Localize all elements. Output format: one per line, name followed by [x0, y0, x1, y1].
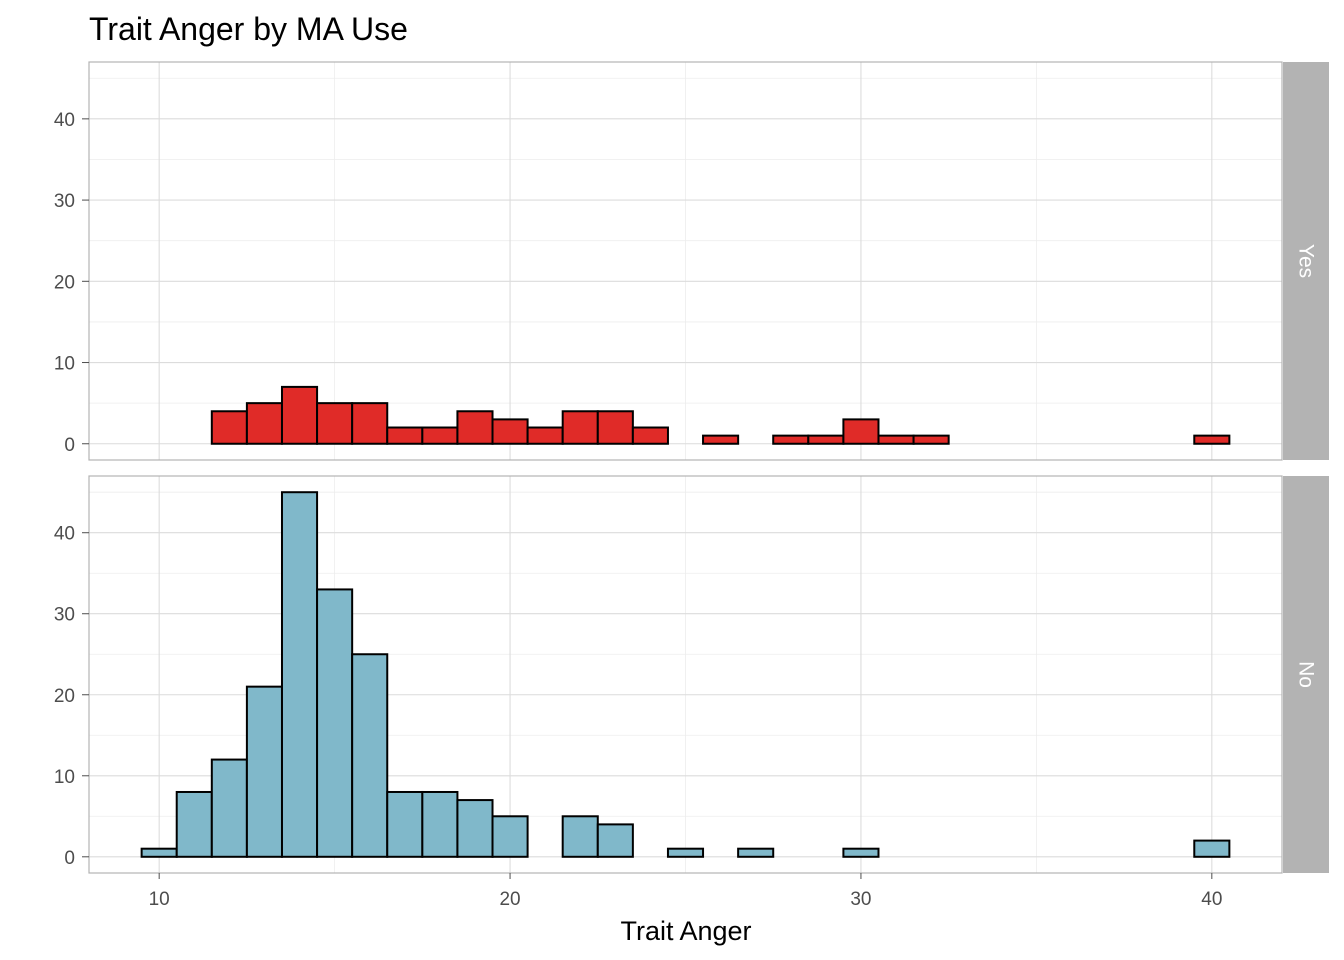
histogram-bar: 1: [140, 847, 178, 858]
x-tick-label: 30: [850, 889, 871, 910]
histogram-bar: 33: [316, 588, 354, 858]
histogram-bar: 21: [245, 685, 283, 858]
histogram-bar: 8: [175, 790, 213, 858]
histogram-bar: 3: [842, 418, 880, 445]
histogram-bar: 1: [666, 847, 705, 858]
x-tick-label: 40: [1201, 889, 1222, 910]
y-tick-label: 30: [54, 605, 75, 626]
histogram-bar: 12: [210, 758, 248, 858]
histogram-bar: 5: [245, 402, 283, 445]
x-tick-label: 10: [149, 889, 170, 910]
histogram-bar: 8: [421, 790, 459, 858]
histogram-bar: 8: [386, 790, 424, 858]
histogram-bar: 7: [456, 799, 494, 858]
facet-strip-label: Yes: [1295, 244, 1318, 278]
x-axis-title: Trait Anger: [620, 916, 751, 946]
facet-strip: [1283, 476, 1329, 873]
histogram-bar: 2: [631, 426, 669, 445]
histogram-bar: 1: [1193, 434, 1231, 445]
bars-yes: 0045755224324420101131100000001: [210, 385, 1231, 445]
histogram-bar: 5: [491, 815, 529, 858]
y-tick-label: 20: [54, 686, 75, 707]
histogram-bar: 1: [702, 434, 740, 445]
y-tick-label: 0: [64, 435, 75, 456]
panel-border: [88, 475, 1283, 874]
histogram-bar: 4: [210, 410, 248, 445]
facet-panel-yes: 0045755224324420101131100000001 0 10 20 30 40…: [54, 61, 1329, 461]
histogram-bar: 5: [351, 402, 389, 445]
facet-strip-label: No: [1295, 661, 1318, 688]
histogram-bar: 5: [316, 402, 354, 445]
histogram-bar: 1: [877, 434, 915, 445]
histogram-bar: 25: [351, 653, 389, 858]
x-axis: 10 20 30 40: [149, 873, 1222, 910]
histogram-bar: 4: [456, 410, 494, 445]
histogram-bar: 4: [596, 823, 634, 858]
histogram-bar: 2: [1193, 839, 1231, 858]
y-tick-label: 20: [54, 272, 75, 293]
facet-strip: [1283, 62, 1329, 460]
histogram-bar: 1: [842, 847, 880, 858]
chart-title: Trait Anger by MA Use: [89, 11, 408, 47]
histogram-bar: 2: [526, 426, 564, 445]
histogram-bar: 1: [912, 434, 950, 445]
facet-panels: 0045755224324420101131100000001010203040…: [54, 61, 1329, 874]
panel-border: [88, 61, 1283, 461]
histogram-bar: 4: [596, 410, 634, 445]
y-tick-label: 40: [54, 110, 75, 131]
histogram-bar: 5: [561, 815, 599, 858]
histogram-bar: 2: [421, 426, 459, 445]
y-tick-label: 0: [64, 848, 75, 869]
histogram-bar: 3: [491, 418, 529, 445]
histogram-bar: 1: [737, 847, 775, 858]
histogram-bar: 7: [280, 385, 319, 445]
y-tick-label: 10: [54, 354, 75, 375]
histogram-bar: 45: [280, 491, 319, 858]
y-tick-label: 30: [54, 191, 75, 212]
bars-no: 181221453325887505401010010000000002: [140, 491, 1231, 858]
histogram-bar: 1: [807, 434, 845, 445]
y-tick-label: 40: [54, 524, 75, 545]
histogram-bar: 2: [386, 426, 424, 445]
x-tick-label: 20: [499, 889, 520, 910]
histogram-bar: 1: [772, 434, 810, 445]
facet-panel-no: 1812214533258875054010100100000000020102…: [54, 475, 1329, 874]
y-tick-label: 10: [54, 767, 75, 788]
histogram-bar: 4: [561, 410, 599, 445]
